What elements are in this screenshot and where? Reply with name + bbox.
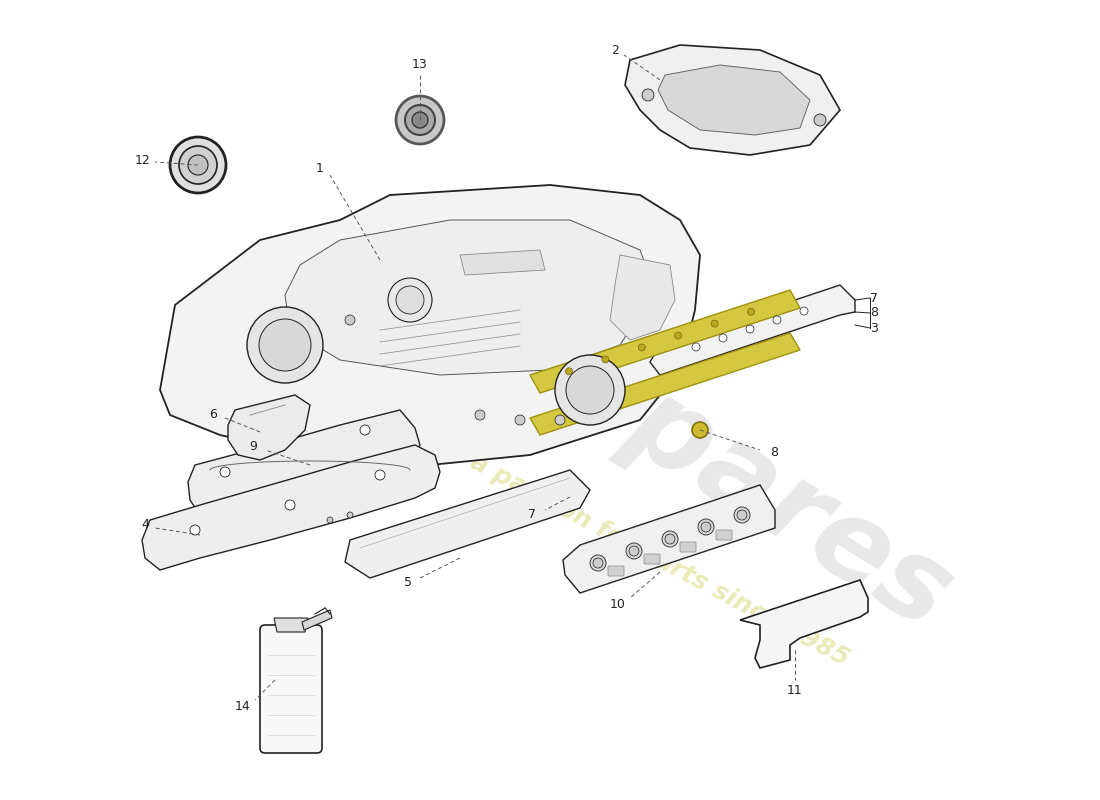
FancyBboxPatch shape	[716, 530, 732, 540]
Circle shape	[248, 307, 323, 383]
FancyBboxPatch shape	[608, 566, 624, 576]
Text: 5: 5	[404, 575, 412, 589]
Circle shape	[566, 366, 614, 414]
Polygon shape	[274, 618, 308, 632]
Text: 9: 9	[249, 441, 257, 454]
Circle shape	[412, 112, 428, 128]
Polygon shape	[530, 333, 800, 435]
Text: 7: 7	[528, 507, 536, 521]
Polygon shape	[610, 255, 675, 340]
Circle shape	[179, 146, 217, 184]
Circle shape	[556, 355, 625, 425]
Circle shape	[800, 307, 808, 315]
Circle shape	[388, 278, 432, 322]
Circle shape	[737, 510, 747, 520]
Circle shape	[345, 315, 355, 325]
Polygon shape	[345, 470, 590, 578]
Text: 8: 8	[770, 446, 778, 459]
Text: 12: 12	[135, 154, 151, 166]
Circle shape	[642, 89, 654, 101]
Circle shape	[602, 356, 609, 363]
FancyBboxPatch shape	[644, 554, 660, 564]
Circle shape	[674, 332, 682, 339]
Circle shape	[626, 543, 642, 559]
Circle shape	[190, 525, 200, 535]
Circle shape	[405, 105, 435, 135]
Polygon shape	[650, 285, 855, 375]
Circle shape	[475, 410, 485, 420]
Polygon shape	[460, 250, 544, 275]
Polygon shape	[563, 485, 776, 593]
Polygon shape	[530, 290, 800, 393]
Polygon shape	[302, 610, 332, 630]
Circle shape	[170, 137, 226, 193]
Circle shape	[666, 534, 675, 544]
Text: 1: 1	[316, 162, 323, 174]
Circle shape	[701, 522, 711, 532]
Circle shape	[638, 344, 646, 351]
Polygon shape	[625, 45, 840, 155]
Text: a passion for parts since 1985: a passion for parts since 1985	[466, 450, 854, 670]
Text: 3: 3	[870, 322, 878, 334]
Circle shape	[515, 415, 525, 425]
Circle shape	[748, 308, 755, 315]
Circle shape	[692, 422, 708, 438]
Polygon shape	[658, 65, 810, 135]
Polygon shape	[188, 410, 420, 515]
Circle shape	[746, 325, 754, 333]
Circle shape	[773, 316, 781, 324]
Text: 14: 14	[235, 699, 251, 713]
Circle shape	[258, 319, 311, 371]
Circle shape	[814, 114, 826, 126]
Text: 4: 4	[141, 518, 149, 531]
Circle shape	[711, 320, 718, 327]
Text: 10: 10	[610, 598, 626, 610]
Circle shape	[590, 555, 606, 571]
Text: 7: 7	[870, 291, 878, 305]
Text: 13: 13	[412, 58, 428, 71]
Circle shape	[285, 500, 295, 510]
Circle shape	[360, 425, 370, 435]
Circle shape	[719, 334, 727, 342]
Text: 2: 2	[612, 43, 619, 57]
Text: 6: 6	[209, 407, 217, 421]
Polygon shape	[228, 395, 310, 460]
Circle shape	[346, 512, 353, 518]
Text: eurospares: eurospares	[304, 178, 972, 654]
Text: 8: 8	[870, 306, 878, 319]
Circle shape	[692, 343, 700, 351]
Circle shape	[188, 155, 208, 175]
Circle shape	[375, 470, 385, 480]
Circle shape	[220, 467, 230, 477]
FancyBboxPatch shape	[680, 542, 696, 552]
Polygon shape	[160, 185, 700, 465]
FancyBboxPatch shape	[260, 625, 322, 753]
Circle shape	[565, 368, 572, 374]
Circle shape	[556, 415, 565, 425]
Circle shape	[396, 286, 424, 314]
Polygon shape	[142, 445, 440, 570]
Text: 11: 11	[788, 683, 803, 697]
Polygon shape	[285, 220, 654, 375]
Circle shape	[593, 558, 603, 568]
Polygon shape	[740, 580, 868, 668]
Circle shape	[662, 531, 678, 547]
Circle shape	[734, 507, 750, 523]
Circle shape	[396, 96, 444, 144]
Circle shape	[698, 519, 714, 535]
Circle shape	[327, 517, 333, 523]
Circle shape	[629, 546, 639, 556]
